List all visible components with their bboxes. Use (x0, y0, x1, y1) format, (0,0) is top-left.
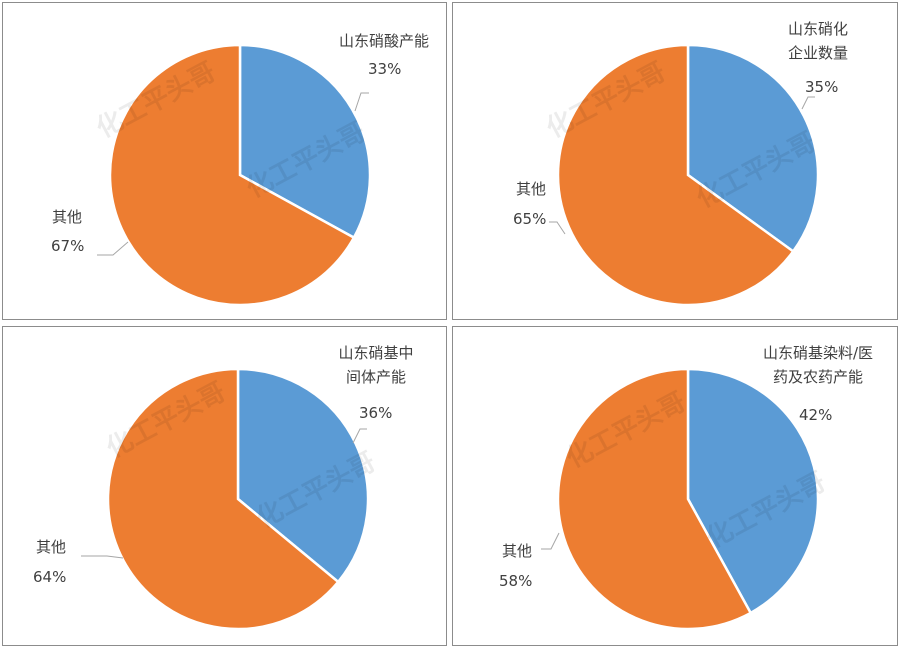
slice-value-2-1: 35% (805, 78, 839, 96)
leader-line-3-2 (81, 555, 124, 559)
slice-value-2-2: 65% (513, 210, 547, 228)
pie-slice-4-2 (556, 367, 753, 631)
pie-slice-3-2 (106, 367, 340, 631)
slice-value-1-2: 67% (51, 237, 85, 255)
leader-line-2-1 (801, 96, 815, 110)
slice-label-2-2: 其他 (515, 180, 546, 198)
chart-panel-2: 山东硝化 企业数量 35% 其他 65% (452, 2, 898, 320)
pie-chart-2 (549, 43, 820, 307)
slice-label-1-1: 山东硝酸产能 (338, 32, 429, 50)
pie-slice-4-1 (686, 367, 820, 615)
chart-panel-4: 山东硝基染料/医 药及农药产能 42% 其他 58% (452, 326, 898, 646)
slice-value-4-1: 42% (799, 406, 833, 424)
pie-slice-1-1 (238, 43, 372, 240)
pie-slice-3-1 (236, 367, 370, 584)
pie-slice-2-1 (686, 43, 820, 254)
leader-line-3-1 (352, 428, 367, 444)
slice-label-3-2: 其他 (35, 538, 66, 556)
slice-value-1-1: 33% (368, 60, 402, 78)
pie-chart-4 (541, 367, 820, 631)
slice-value-3-1: 36% (359, 404, 393, 422)
slice-value-4-2: 58% (499, 572, 533, 590)
pie-slice-1-2 (108, 43, 356, 307)
pie-chart-1 (97, 43, 372, 307)
leader-line-2-2 (549, 221, 566, 235)
pie-chart-3 (81, 367, 370, 631)
leader-line-1-2 (97, 241, 129, 256)
chart-panel-3: 山东硝基中 间体产能 36% 其他 64% (2, 326, 447, 646)
slice-label-4-1: 山东硝基染料/医 药及农药产能 (762, 344, 874, 386)
leader-line-4-2 (541, 532, 560, 550)
slice-label-1-2: 其他 (51, 208, 82, 226)
slice-label-3-1: 山东硝基中 间体产能 (338, 344, 414, 386)
chart-panel-1: 山东硝酸产能 33% 其他 67% (2, 2, 447, 320)
slice-label-4-2: 其他 (501, 542, 532, 560)
slice-label-2-1: 山东硝化 企业数量 (787, 20, 848, 62)
leader-line-1-1 (354, 92, 369, 112)
slice-value-3-2: 64% (33, 568, 67, 586)
pie-slice-2-2 (556, 43, 795, 307)
